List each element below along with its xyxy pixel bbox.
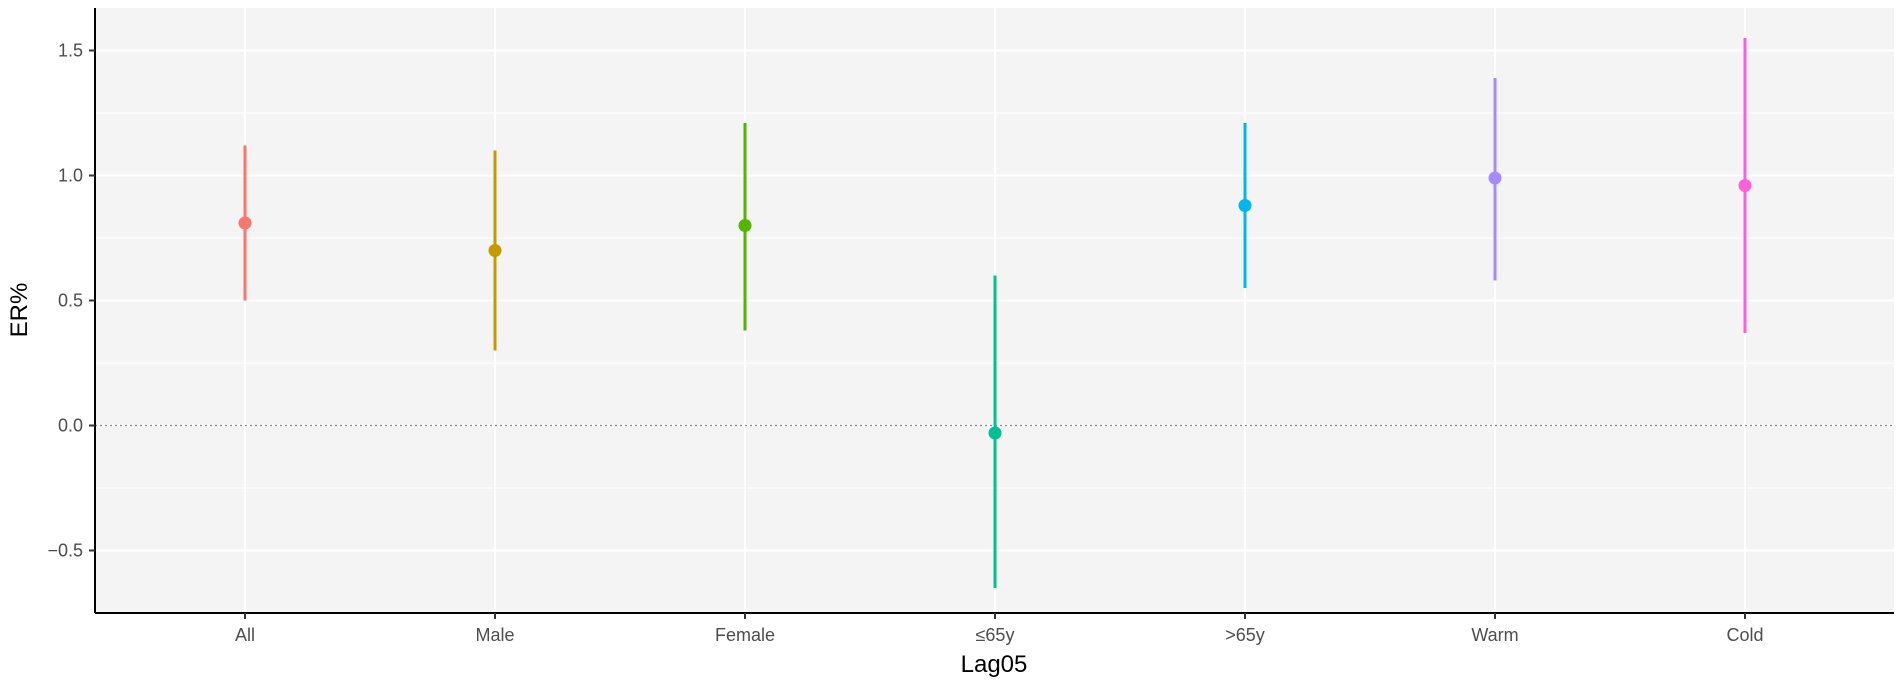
x-axis: All Male Female ≤65y >65y Warm Cold <box>235 613 1764 645</box>
x-tick-label: >65y <box>1225 625 1265 645</box>
y-tick-label: 0.0 <box>58 416 83 436</box>
x-tick-label: Cold <box>1726 625 1763 645</box>
estimate-point <box>488 244 502 257</box>
x-tick-label: All <box>235 625 255 645</box>
x-tick-label: Female <box>715 625 775 645</box>
y-tick-label: 0.5 <box>58 291 83 311</box>
y-axis: −0.5 0.0 0.5 1.0 1.5 <box>47 41 95 561</box>
estimate-point <box>1238 199 1252 212</box>
estimate-point <box>1738 179 1752 192</box>
y-tick-label: 1.0 <box>58 166 83 186</box>
x-tick-label: Warm <box>1471 625 1518 645</box>
y-tick-label: −0.5 <box>47 541 83 561</box>
estimate-point <box>238 216 252 230</box>
estimate-point <box>738 219 752 232</box>
x-axis-title: Lag05 <box>961 651 1028 678</box>
y-tick-label: 1.5 <box>58 41 83 61</box>
data-marks <box>238 38 1752 588</box>
y-axis-title: ER% <box>6 283 33 338</box>
x-tick-label: ≤65y <box>976 625 1015 645</box>
estimate-point <box>988 426 1002 440</box>
estimate-point <box>1488 171 1502 185</box>
x-tick-label: Male <box>475 625 514 645</box>
